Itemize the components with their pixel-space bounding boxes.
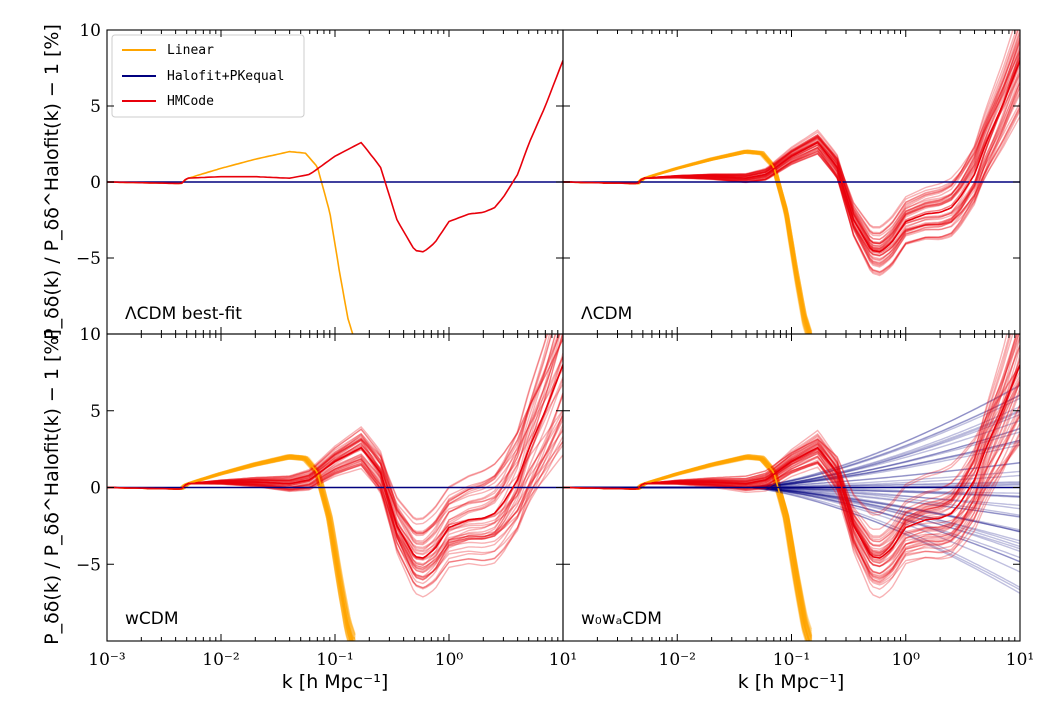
panel-bottom-right: w₀wₐCDM [562, 333, 1021, 642]
series-line-hmcode [107, 364, 563, 559]
series-line-hmcode [563, 364, 1020, 559]
ensemble-line-hmcode-14 [563, 60, 1020, 229]
panel-label-3: w₀wₐCDM [581, 609, 662, 629]
series-line-hmcode [563, 60, 1020, 253]
panel-label-0: ΛCDM best-fit [125, 304, 242, 324]
panel-label-2: wCDM [125, 609, 179, 629]
x-tick-label-2-2: 10⁻¹ [316, 650, 353, 670]
ensemble-line-hmcode-19 [563, 334, 1014, 557]
legend-box [111, 34, 305, 118]
y-tick-label-0-2: 0 [90, 173, 101, 193]
ensemble-line-hmcode-32 [107, 338, 563, 520]
y-tick-label-2-1: 5 [90, 402, 101, 422]
y-axis-label-bottom: P_δδ(k) / P_δδ^Halofit(k) − 1 [%] [41, 329, 63, 645]
series-line-hmcode [107, 60, 563, 253]
x-axis-label-right: k [h Mpc⁻¹] [738, 671, 845, 693]
x-tick-label-2-0: 10⁻³ [88, 650, 125, 670]
x-tick-label-2-3: 10⁰ [435, 650, 464, 670]
x-tick-label-3-4: 10¹ [1006, 650, 1034, 670]
x-tick-label-3-1: 10⁻² [659, 650, 696, 670]
panel-label-1: ΛCDM [581, 304, 632, 324]
y-tick-label-2-3: −5 [76, 555, 101, 575]
legend: Linear Halofit+PKequal HMCode [111, 34, 305, 118]
x-axis-label-left: k [h Mpc⁻¹] [282, 671, 389, 693]
y-tick-label-0-3: −5 [76, 249, 101, 269]
ensemble-line-hmcode-2 [563, 30, 1019, 244]
axis-ticks: 10 5 0 −5 10 5 0 −5 10⁻³ 10⁻² 10⁻¹ 10⁰ 10¹ 10⁻² 10⁻¹ 10… [76, 21, 1034, 670]
ensemble-line-hmcode-16 [563, 344, 1020, 546]
panel-bottom-left: wCDM [106, 333, 564, 642]
legend-label-linear: Linear [167, 43, 214, 58]
ensemble-line-halofitpkequal-20 [563, 397, 1020, 489]
y-tick-label-2-2: 0 [90, 479, 101, 499]
x-tick-label-2-1: 10⁻² [202, 650, 239, 670]
ensemble-line-hmcode-23 [563, 41, 1020, 248]
x-tick-label-3-3: 10⁰ [892, 650, 921, 670]
legend-label-hmcode: HMCode [167, 94, 214, 109]
ensemble-line-halofitpkequal-31 [563, 405, 1020, 489]
y-tick-label-0-0: 10 [79, 21, 101, 41]
y-axis-label-top: P_δδ(k) / P_δδ^Halofit(k) − 1 [%] [41, 24, 63, 340]
y-tick-label-0-1: 5 [90, 97, 101, 117]
legend-label-halofit: Halofit+PKequal [167, 69, 284, 84]
ensemble-line-hmcode-33 [563, 32, 1020, 250]
x-tick-label-3-2: 10⁻¹ [773, 650, 810, 670]
panel-top-right: ΛCDM [562, 29, 1021, 335]
y-tick-label-2-0: 10 [79, 325, 101, 345]
x-tick-label-2-4: 10¹ [549, 650, 577, 670]
